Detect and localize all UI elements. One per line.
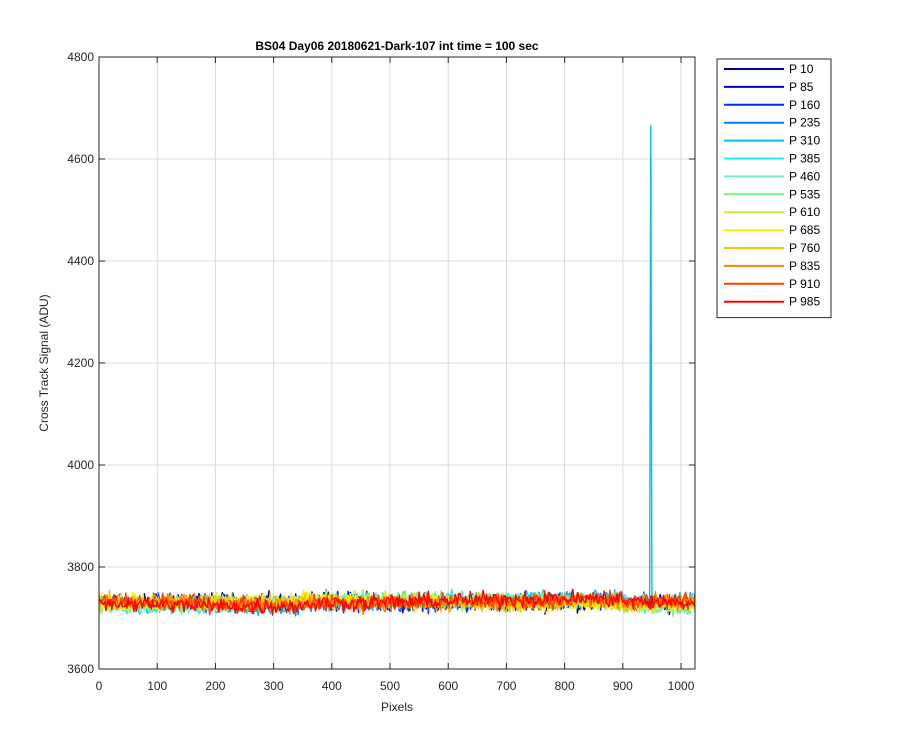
x-tick-label: 700 bbox=[496, 679, 516, 693]
x-tick-label: 0 bbox=[96, 679, 103, 693]
series-line bbox=[99, 588, 695, 616]
legend-entry: P 10 bbox=[789, 62, 814, 76]
x-tick-label: 400 bbox=[322, 679, 342, 693]
legend: P 10 P 85 P 160 P 235 P 310 P 385 P 460 P 535 P … bbox=[716, 58, 832, 319]
x-axis-label: Pixels bbox=[381, 700, 413, 714]
legend-entry: P 85 bbox=[789, 80, 814, 94]
legend-entry: P 610 bbox=[789, 205, 820, 219]
legend-entry: P 535 bbox=[789, 187, 820, 201]
y-tick-label: 4800 bbox=[67, 50, 94, 64]
legend-entry: P 910 bbox=[789, 277, 820, 291]
chart-title: BS04 Day06 20180621-Dark-107 int time = … bbox=[255, 39, 539, 53]
y-tick-label: 4400 bbox=[67, 254, 94, 268]
x-tick-label: 900 bbox=[613, 679, 633, 693]
x-tick-label: 600 bbox=[438, 679, 458, 693]
legend-entry: P 160 bbox=[789, 98, 820, 112]
legend-entry: P 310 bbox=[789, 134, 820, 148]
x-tick-label: 500 bbox=[380, 679, 400, 693]
y-tick-label: 4200 bbox=[67, 356, 94, 370]
legend-entry: P 235 bbox=[789, 116, 820, 130]
grid-lines bbox=[98, 56, 695, 670]
legend-entry: P 460 bbox=[789, 169, 820, 183]
series-layer bbox=[99, 125, 695, 618]
x-tick-label: 800 bbox=[555, 679, 575, 693]
x-tick-label: 1000 bbox=[668, 679, 695, 693]
legend-entry: P 385 bbox=[789, 152, 820, 166]
y-tick-label: 4000 bbox=[67, 458, 94, 472]
legend-entry: P 685 bbox=[789, 223, 820, 237]
y-tick-label: 4600 bbox=[67, 152, 94, 166]
legend-entry: P 835 bbox=[789, 259, 820, 273]
y-tick-label: 3800 bbox=[67, 560, 94, 574]
legend-box bbox=[716, 58, 832, 319]
x-tick-label: 300 bbox=[264, 679, 284, 693]
axis-ticks: 0 100 200 300 400 500 600 700 800 900 1000 3600 3800… bbox=[67, 50, 695, 693]
legend-entry: P 760 bbox=[789, 241, 820, 255]
y-axis-label: Cross Track Signal (ADU) bbox=[37, 294, 51, 431]
legend-entry: P 985 bbox=[789, 295, 820, 309]
y-tick-label: 3600 bbox=[67, 662, 94, 676]
x-tick-label: 100 bbox=[147, 679, 167, 693]
x-tick-label: 200 bbox=[205, 679, 225, 693]
